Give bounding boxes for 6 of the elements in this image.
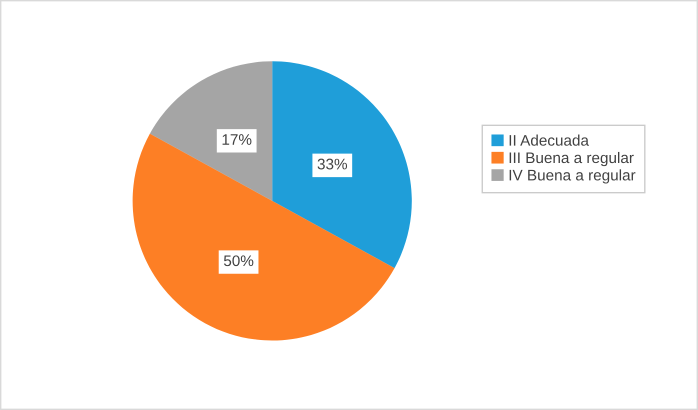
data-label: 17% <box>222 134 252 145</box>
data-label: 33% <box>318 158 348 170</box>
legend-label: III Buena a regular <box>510 152 634 166</box>
legend-label: II Adecuada <box>510 134 589 146</box>
legend-label: IV Buena a regular <box>510 169 636 184</box>
data-label: 50% <box>224 255 254 266</box>
